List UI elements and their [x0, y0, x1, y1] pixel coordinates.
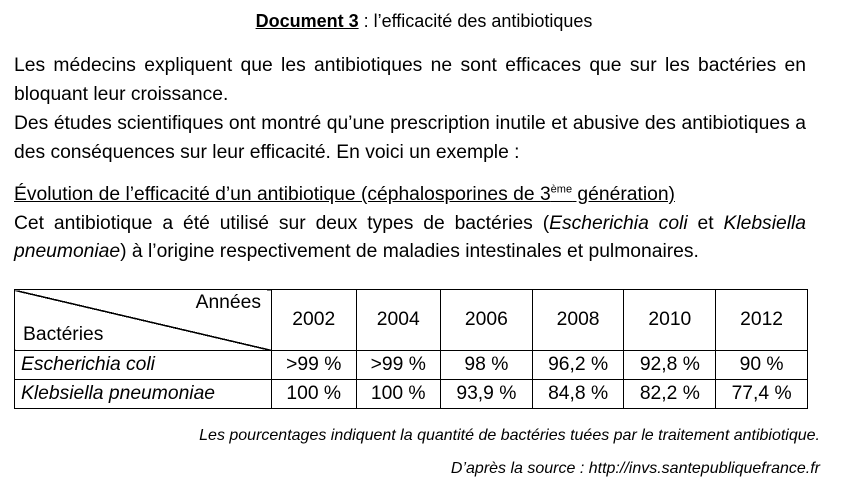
intro-paragraph-2: Des études scientifiques ont montré qu’u…	[14, 113, 806, 163]
section-heading: Évolution de l’efficacité d’un antibioti…	[14, 181, 806, 210]
table-row: Escherichia coli >99 % >99 % 98 % 96,2 %…	[14, 350, 808, 380]
species-ecoli: Escherichia coli	[549, 212, 688, 234]
table-cell: 82,2 %	[623, 379, 717, 409]
document-subtitle: : l’efficacité des antibiotiques	[358, 11, 593, 31]
year-header: 2002	[271, 289, 357, 351]
table-cell: 100 %	[271, 379, 357, 409]
heading-part-1: Évolution de l’efficacité d’un antibioti…	[14, 184, 551, 205]
bacteria-name: Escherichia coli	[14, 350, 272, 380]
species-klebsiella: Klebsiella pneumoniae	[14, 212, 806, 263]
corner-years-label: Années	[195, 292, 261, 313]
table-cell: 96,2 %	[531, 350, 625, 380]
table-cell: >99 %	[271, 350, 357, 380]
source-note: D’après la source : http://invs.santepub…	[450, 460, 820, 477]
corner-bacteria-label: Bactéries	[23, 324, 104, 345]
table-footnote: Les pourcentages indiquent la quantité d…	[199, 427, 820, 444]
table-row: Klebsiella pneumoniae 100 % 100 % 93,9 %…	[14, 379, 808, 409]
heading-superscript: ème	[550, 183, 573, 196]
heading-part-2: génération)	[572, 184, 675, 205]
table-header-row: Années Bactéries 2002 2004 2006 2008 201…	[14, 289, 808, 351]
year-header: 2010	[623, 289, 717, 351]
section-block: Évolution de l’efficacité d’un antibioti…	[14, 181, 806, 267]
table-cell: 98 %	[440, 350, 533, 380]
table-cell: 77,4 %	[715, 379, 808, 409]
table-cell: 92,8 %	[623, 350, 717, 380]
table-cell: >99 %	[355, 350, 441, 380]
document-title: Document 3 : l’efficacité des antibiotiq…	[0, 9, 848, 33]
document-label: Document 3	[255, 11, 359, 31]
year-header: 2012	[715, 289, 808, 351]
table-cell: 93,9 %	[440, 379, 533, 409]
year-header: 2008	[531, 289, 625, 351]
table-corner-cell: Années Bactéries	[14, 289, 272, 351]
year-header: 2006	[440, 289, 533, 351]
description-part-2: et	[687, 212, 724, 234]
table-cell: 90 %	[715, 350, 808, 380]
table-cell: 100 %	[355, 379, 441, 409]
table-cell: 84,8 %	[531, 379, 625, 409]
bacteria-name: Klebsiella pneumoniae	[14, 379, 272, 409]
description-part-3: ) à l’origine respectivement de maladies…	[120, 241, 699, 262]
year-header: 2004	[355, 289, 441, 351]
description-part-1: Cet antibiotique a été utilisé sur deux …	[14, 212, 550, 234]
efficacy-table: Années Bactéries 2002 2004 2006 2008 201…	[14, 289, 808, 409]
section-heading-text: Évolution de l’efficacité d’un antibioti…	[14, 184, 675, 205]
section-description: Cet antibiotique a été utilisé sur deux …	[14, 210, 806, 267]
intro-paragraph-1: Les médecins expliquent que les antibiot…	[14, 55, 806, 105]
